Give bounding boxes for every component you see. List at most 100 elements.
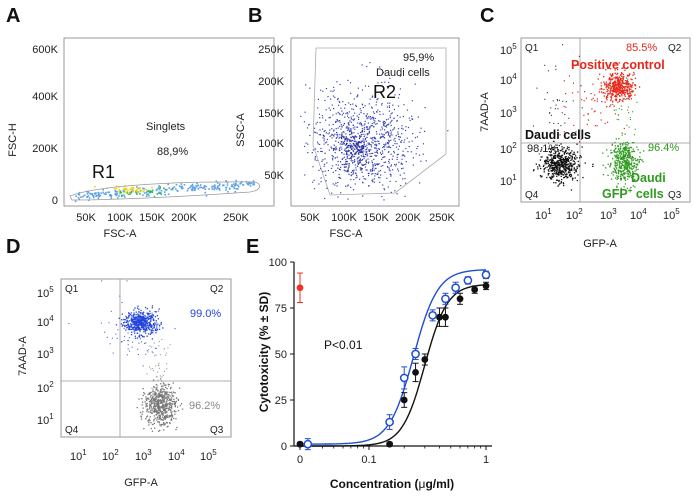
panel-c-dot (575, 171, 577, 173)
panel-c-dot (551, 160, 553, 163)
panel-d-dot (135, 314, 137, 316)
panel-c-dot (617, 87, 619, 89)
panel-b-dot (374, 173, 376, 175)
panel-c-dot (631, 90, 633, 92)
panel-d-dot (148, 398, 150, 400)
panel-c-dot (618, 91, 620, 93)
panel-b-dot (350, 148, 353, 150)
panel-c-dot (628, 95, 630, 97)
panel-d-dot (161, 399, 163, 402)
panel-c-dot (558, 180, 560, 183)
panel-d-dot (168, 383, 170, 386)
panel-b-dot (389, 180, 391, 182)
panel-d-dot (155, 409, 157, 411)
panel-c-dot (628, 87, 630, 89)
panel-d-dot (158, 328, 161, 330)
panel-c-dot (630, 84, 632, 86)
panel-b-dot (392, 169, 394, 171)
panel-a-dot (90, 193, 93, 195)
panel-b-dot (416, 148, 418, 150)
panel-c-dot (577, 160, 579, 163)
panel-d-dot (165, 411, 167, 413)
panel-d-dot (110, 310, 112, 312)
panel-c-dot (613, 150, 615, 152)
panel-d-dot (160, 394, 163, 396)
panel-a-dot (87, 191, 90, 194)
panel-c-dot (594, 94, 596, 96)
panel-b-dot (350, 175, 352, 177)
panel-c-dot (606, 96, 609, 98)
panel-c-dot (603, 88, 605, 91)
panel-c-dot (631, 151, 633, 153)
panel-e-point-blue (303, 439, 313, 449)
panel-b-dot (405, 147, 407, 150)
panel-d-dot (156, 388, 158, 390)
panel-a-dot (139, 189, 142, 192)
panel-d-dot (169, 398, 171, 400)
panel-a-dot (195, 186, 198, 188)
panel-b-dot (355, 167, 357, 169)
panel-b-dot (323, 165, 325, 167)
panel-d-dot (135, 317, 137, 319)
panel-d-dot (168, 416, 170, 418)
panel-b-dot (337, 98, 339, 101)
panel-d-xtick: 101 (70, 448, 87, 463)
panel-d-dot (138, 335, 140, 337)
panel-e-ytick-label: 25 (275, 395, 287, 407)
panel-b-dot (404, 195, 406, 197)
panel-a-dot (113, 188, 116, 190)
panel-a-ylabel: FSC-H (7, 123, 19, 157)
panel-b-dot (335, 146, 337, 148)
panel-a-dot (95, 192, 97, 194)
panel-a-dot (97, 194, 100, 197)
panel-d-dot (149, 403, 151, 405)
panel-d-dot (139, 411, 142, 414)
panel-b-dot (354, 140, 356, 142)
panel-d-dot (126, 280, 128, 282)
panel-c-dot (630, 164, 632, 166)
panel-d-dot (163, 348, 165, 350)
panel-c-dot (598, 91, 601, 93)
panel-d-dot (143, 317, 146, 320)
panel-c-dot (557, 160, 559, 162)
panel-c-dot (616, 153, 618, 155)
panel-c-dot (628, 150, 630, 152)
panel-b-dot (399, 88, 401, 90)
panel-c-dot (558, 172, 561, 174)
panel-d-dot (142, 317, 144, 319)
panel-b-dot (389, 77, 391, 79)
panel-c-dot (552, 174, 555, 176)
panel-b-dot (366, 136, 368, 138)
panel-d-dot (151, 407, 153, 410)
panel-a-ytick: 400K (32, 91, 58, 103)
panel-d-ytick-exp: 1 (49, 412, 54, 421)
panel-c-dot (620, 179, 622, 181)
panel-c-dot (617, 82, 619, 84)
panel-a-dot (115, 188, 118, 190)
panel-c-dot (615, 98, 617, 100)
panel-d-dot (127, 329, 129, 331)
panel-b-dot (379, 181, 381, 183)
panel-d-dot (133, 320, 135, 322)
panel-c-dot (630, 91, 632, 93)
panel-d-dot (149, 401, 151, 403)
panel-d-dot (154, 405, 157, 407)
panel-d-dot (132, 321, 134, 324)
panel-c-dot (612, 82, 614, 84)
panel-b-dot (368, 143, 370, 145)
panel-b-dot (425, 160, 427, 162)
panel-b-dot (347, 169, 349, 172)
panel-d-dot (153, 403, 156, 406)
panel-b-dot (349, 139, 351, 141)
panel-d-dot (133, 323, 135, 325)
panel-c-dot (611, 151, 613, 154)
panel-b-dot (402, 115, 404, 118)
panel-c-dot (635, 159, 637, 162)
panel-e-xlabel-pre: Concentration ( (330, 477, 419, 491)
panel-b-dot (371, 106, 373, 108)
panel-a-dot (212, 185, 215, 188)
panel-d-dot (134, 335, 136, 337)
panel-c-dot (564, 157, 567, 159)
panel-b-dot (374, 164, 376, 167)
panel-c-dot (563, 167, 565, 169)
